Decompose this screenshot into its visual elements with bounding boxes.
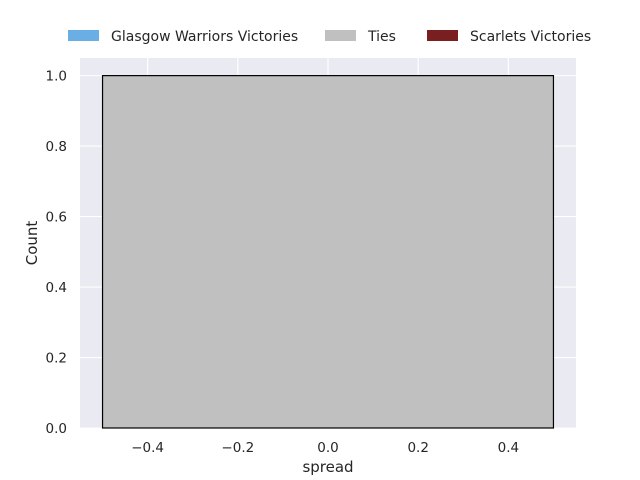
legend-swatch: [68, 30, 99, 41]
x-axis-label: spread: [302, 458, 353, 476]
x-tick-label: 0.4: [498, 440, 519, 456]
legend-item: Glasgow Warriors Victories: [68, 29, 298, 45]
legend-item: Scarlets Victories: [427, 29, 591, 45]
y-axis-label: Count: [23, 221, 41, 266]
legend-swatch: [427, 30, 458, 41]
bars: [101, 75, 555, 429]
y-tick-label: 0.6: [46, 210, 67, 226]
x-ticks: −0.4 −0.2 0.0 0.2 0.4: [131, 440, 519, 456]
y-tick-label: 0.8: [46, 139, 67, 155]
y-tick-label: 0.2: [46, 351, 67, 367]
legend: Glasgow Warriors Victories Ties Scarlets V…: [68, 29, 591, 45]
x-tick-label: −0.2: [221, 440, 254, 456]
legend-item: Ties: [325, 29, 396, 45]
histogram-bar: [101, 75, 555, 429]
legend-swatch: [325, 30, 356, 41]
x-tick-label: −0.4: [131, 440, 164, 456]
legend-label: Glasgow Warriors Victories: [111, 29, 298, 45]
legend-label: Ties: [367, 29, 396, 45]
legend-label: Scarlets Victories: [470, 29, 591, 45]
x-tick-label: 0.0: [317, 440, 338, 456]
y-tick-label: 0.0: [46, 421, 67, 437]
y-tick-label: 1.0: [46, 69, 67, 85]
y-ticks: 0.0 0.2 0.4 0.6 0.8 1.0: [46, 69, 67, 437]
y-tick-label: 0.4: [46, 280, 67, 296]
x-tick-label: 0.2: [407, 440, 428, 456]
